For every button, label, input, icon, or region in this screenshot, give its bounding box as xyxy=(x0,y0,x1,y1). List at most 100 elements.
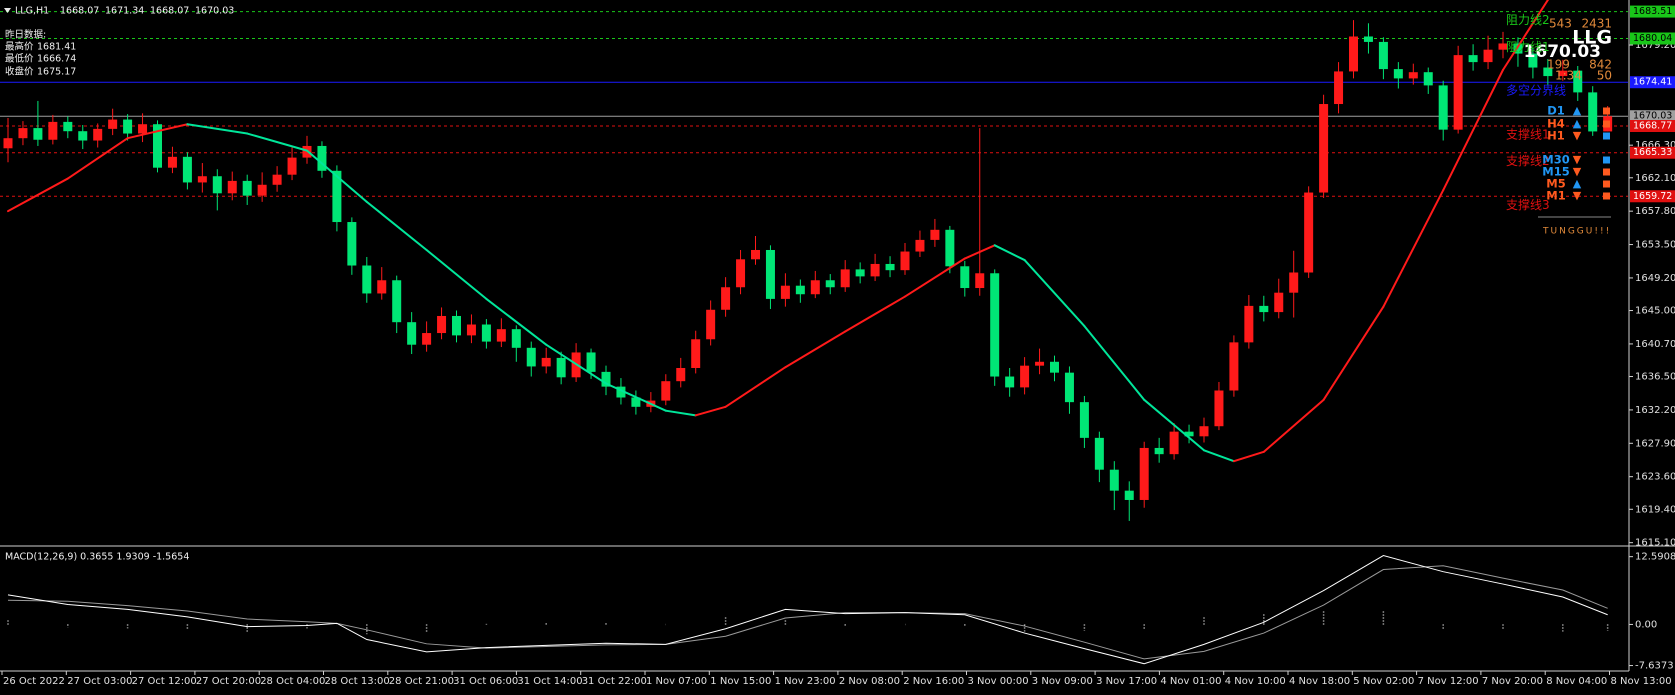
prev-day-value: 1666.74 xyxy=(37,54,76,65)
level-label: 1665.33 xyxy=(1633,147,1672,158)
candle-body xyxy=(526,347,536,367)
ohlc-low: 1668.07 xyxy=(150,6,189,17)
y-tick-label: 1640.70 xyxy=(1635,339,1675,350)
candle-body xyxy=(496,329,506,342)
signal-square xyxy=(1603,192,1610,200)
candle-body xyxy=(362,265,372,294)
stat: 1:34 xyxy=(1555,69,1582,83)
candle-body xyxy=(272,174,282,185)
signal-arrow: ▲ xyxy=(1573,177,1582,190)
y-tick-label: 1632.20 xyxy=(1635,405,1675,416)
x-tick-label: 8 Nov 04:00 xyxy=(1546,676,1607,687)
signal-arrow: ▼ xyxy=(1573,165,1582,178)
candle-body xyxy=(1423,72,1433,86)
candle-body xyxy=(736,259,746,288)
x-tick-label: 31 Oct 06:00 xyxy=(453,676,518,687)
candle-body xyxy=(900,251,910,271)
symbol: LLG xyxy=(1572,27,1612,49)
signal-arrow: ▲ xyxy=(1573,117,1582,130)
ma-segment xyxy=(126,123,189,140)
candle-body xyxy=(1304,192,1314,273)
level-label-box xyxy=(1630,110,1675,123)
candle-body xyxy=(975,273,985,289)
candle-body xyxy=(885,263,895,271)
x-tick-label: 2 Nov 16:00 xyxy=(903,676,964,687)
stat: 543 xyxy=(1549,17,1572,31)
candle-body xyxy=(780,285,790,299)
status: TUNGGU!!! xyxy=(1542,227,1611,237)
x-tick-label: 2 Nov 08:00 xyxy=(839,676,900,687)
candle-body xyxy=(915,239,925,252)
candle-body xyxy=(1259,305,1269,313)
axes: 1615.10 1619.40 1623.60 1627.90 1632.20 1636.… xyxy=(1,5,1675,687)
candle-body xyxy=(1229,342,1239,391)
level-name: 阻力线2 xyxy=(1506,13,1550,27)
candle-body xyxy=(1079,402,1089,438)
candle-body xyxy=(1558,70,1568,77)
candle-body xyxy=(33,128,43,140)
ma-segment xyxy=(306,149,368,203)
x-tick-label: 3 Nov 17:00 xyxy=(1096,676,1157,687)
ma-segment xyxy=(1262,398,1325,453)
y-tick-label: 1619.40 xyxy=(1635,504,1675,515)
prev-day-value: 1681.41 xyxy=(37,42,76,53)
signal-timeframe: H4 xyxy=(1547,117,1565,131)
current-price: 1670.03 xyxy=(1524,42,1601,62)
y-tick-label: 1662.10 xyxy=(1635,173,1675,184)
signal-timeframe: H1 xyxy=(1547,129,1565,143)
ma-segment xyxy=(1203,449,1235,463)
signal-timeframe: M15 xyxy=(1542,165,1569,179)
ma-segment xyxy=(993,244,1026,262)
ma-segment xyxy=(485,297,548,346)
candle-body xyxy=(601,371,611,387)
level-name: 多空分界线 xyxy=(1506,84,1566,98)
signal-square xyxy=(1603,156,1610,164)
candle-body xyxy=(407,322,417,345)
candle-body xyxy=(511,329,521,348)
candle-body xyxy=(1020,365,1030,388)
stat: 50 xyxy=(1597,69,1612,83)
ma-segment xyxy=(1083,325,1146,401)
candle-body xyxy=(18,128,28,139)
signal-square xyxy=(1603,168,1610,176)
stat: 842 xyxy=(1589,58,1612,72)
level-name: 支撑线3 xyxy=(1506,197,1550,212)
candle-body xyxy=(1483,49,1493,63)
macd-line xyxy=(7,554,1608,665)
ohlc-open: 1668.07 xyxy=(60,6,99,17)
level-label-box xyxy=(1630,32,1675,45)
candle-body xyxy=(153,124,162,168)
candle-body xyxy=(1393,69,1403,79)
candle-body xyxy=(377,280,387,294)
candle-body xyxy=(466,324,476,336)
candle-body xyxy=(257,184,267,196)
candle-body xyxy=(616,386,626,398)
chart-title: LLG,H1 xyxy=(15,6,49,17)
candle-body xyxy=(108,119,118,129)
level-label-box xyxy=(1630,76,1675,89)
candle-body xyxy=(242,180,252,196)
candle-body xyxy=(706,309,716,340)
candle-body xyxy=(840,269,850,288)
ma-segment xyxy=(844,295,906,333)
y-tick-label: -7.6373 xyxy=(1635,661,1674,672)
candle-body xyxy=(63,121,73,132)
candle-body xyxy=(930,229,940,240)
signal-arrow: ▼ xyxy=(1573,153,1582,166)
y-tick-label: 1615.10 xyxy=(1635,538,1675,549)
candle-body xyxy=(347,222,357,266)
macd-title: MACD(12,26,9) 0.3655 1.9309 -1.5654 xyxy=(5,552,189,563)
candle-body xyxy=(751,249,760,260)
prev-day-label: 最高价 xyxy=(5,41,34,53)
level-label: 1680.04 xyxy=(1633,33,1672,44)
ma-segment xyxy=(246,132,308,152)
ma-segment xyxy=(1232,450,1265,463)
candle-body xyxy=(1154,447,1164,455)
candle-body xyxy=(556,357,566,378)
candle-body xyxy=(1588,92,1598,132)
ma-segment xyxy=(1322,305,1385,401)
ohlc-high: 1671.34 xyxy=(105,6,144,17)
candle-body xyxy=(795,285,805,295)
y-tick-label: 0.00 xyxy=(1635,619,1657,630)
candle-body xyxy=(1408,72,1418,79)
